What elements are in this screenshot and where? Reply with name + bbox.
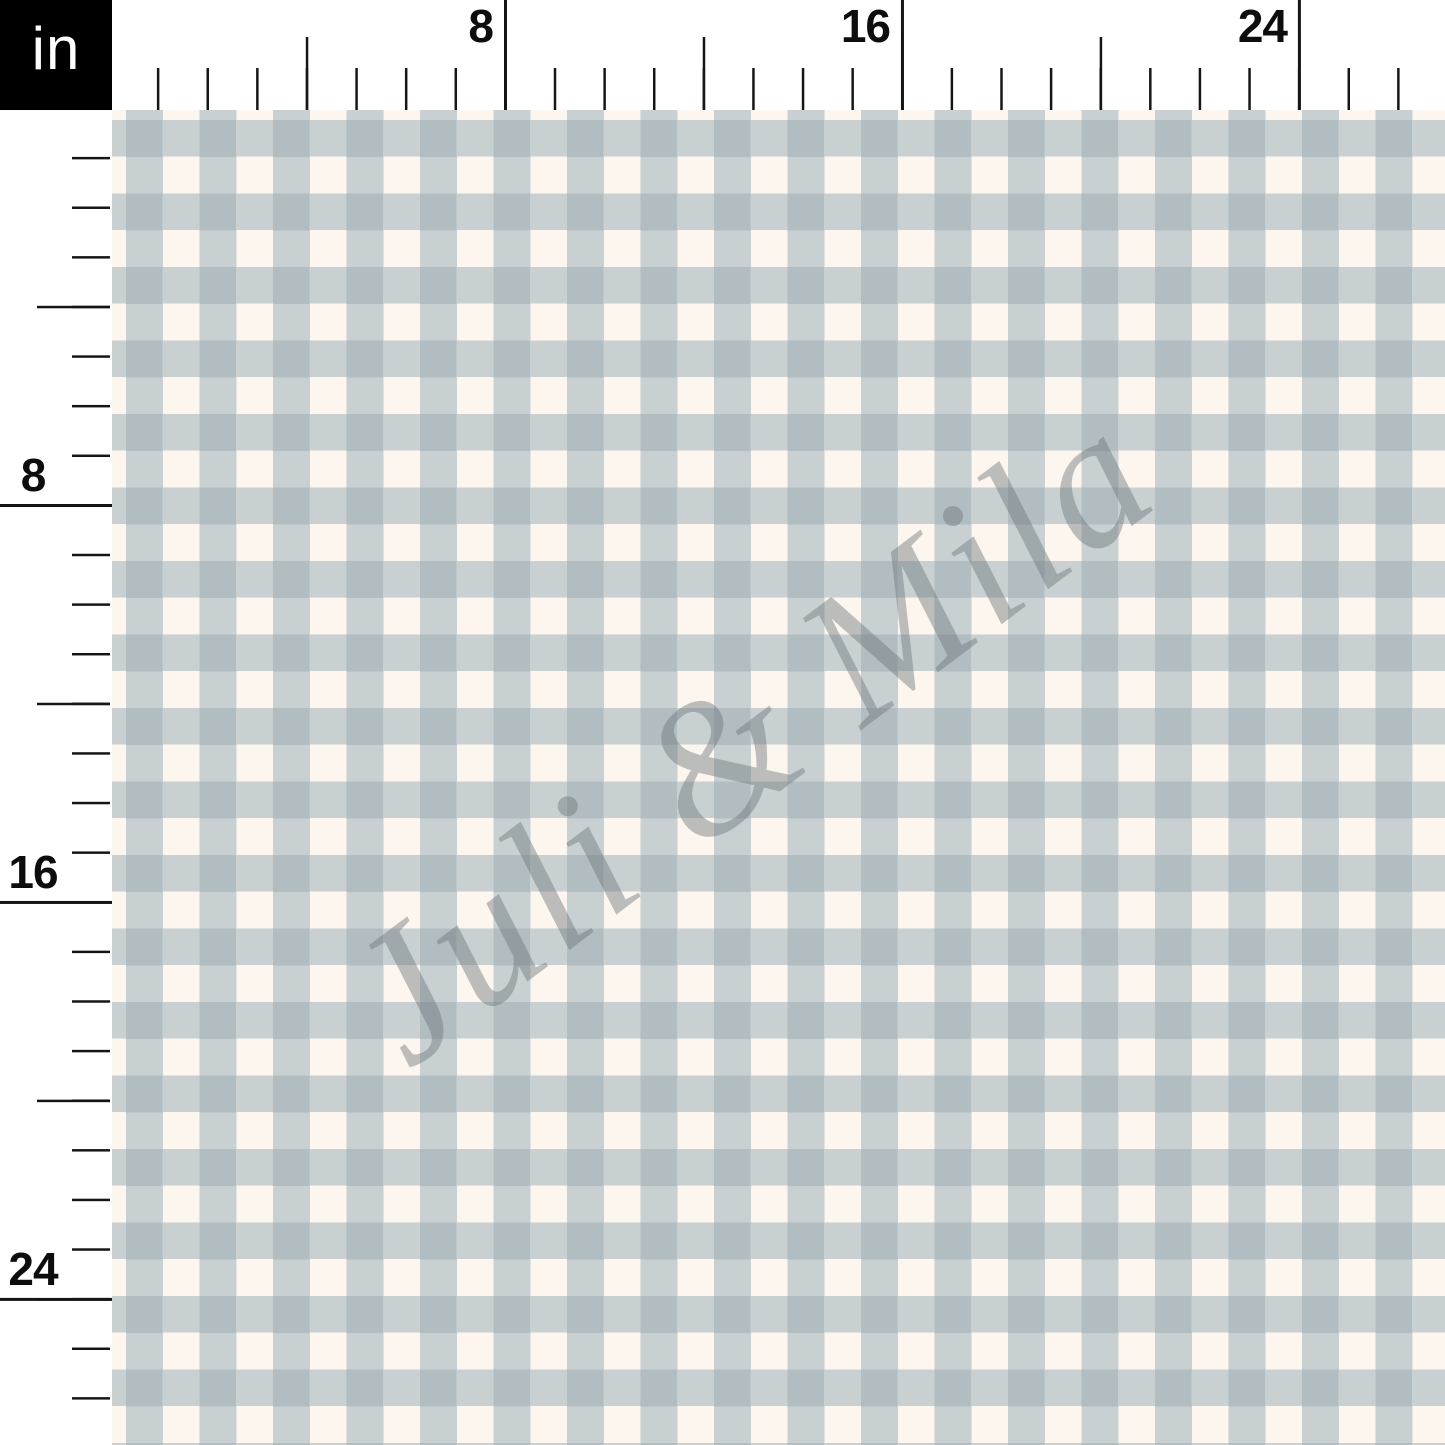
ruler-unit-square: in bbox=[0, 0, 112, 110]
top-ruler-label-16: 16 bbox=[840, 0, 891, 52]
top-ruler: 8 16 24 bbox=[112, 0, 1445, 110]
left-ruler-label-16: 16 bbox=[8, 846, 58, 898]
gingham-pattern-swatch: Juli & Mila bbox=[112, 110, 1445, 1445]
left-ruler-label-24: 24 bbox=[8, 1243, 58, 1295]
left-ruler-label-8: 8 bbox=[20, 449, 47, 501]
top-ruler-label-8: 8 bbox=[468, 0, 494, 52]
brand-watermark: Juli & Mila bbox=[307, 365, 1193, 1105]
top-ruler-label-24: 24 bbox=[1237, 0, 1288, 52]
left-ruler: 8 16 24 bbox=[0, 110, 112, 1445]
ruler-unit-label: in bbox=[31, 15, 81, 82]
